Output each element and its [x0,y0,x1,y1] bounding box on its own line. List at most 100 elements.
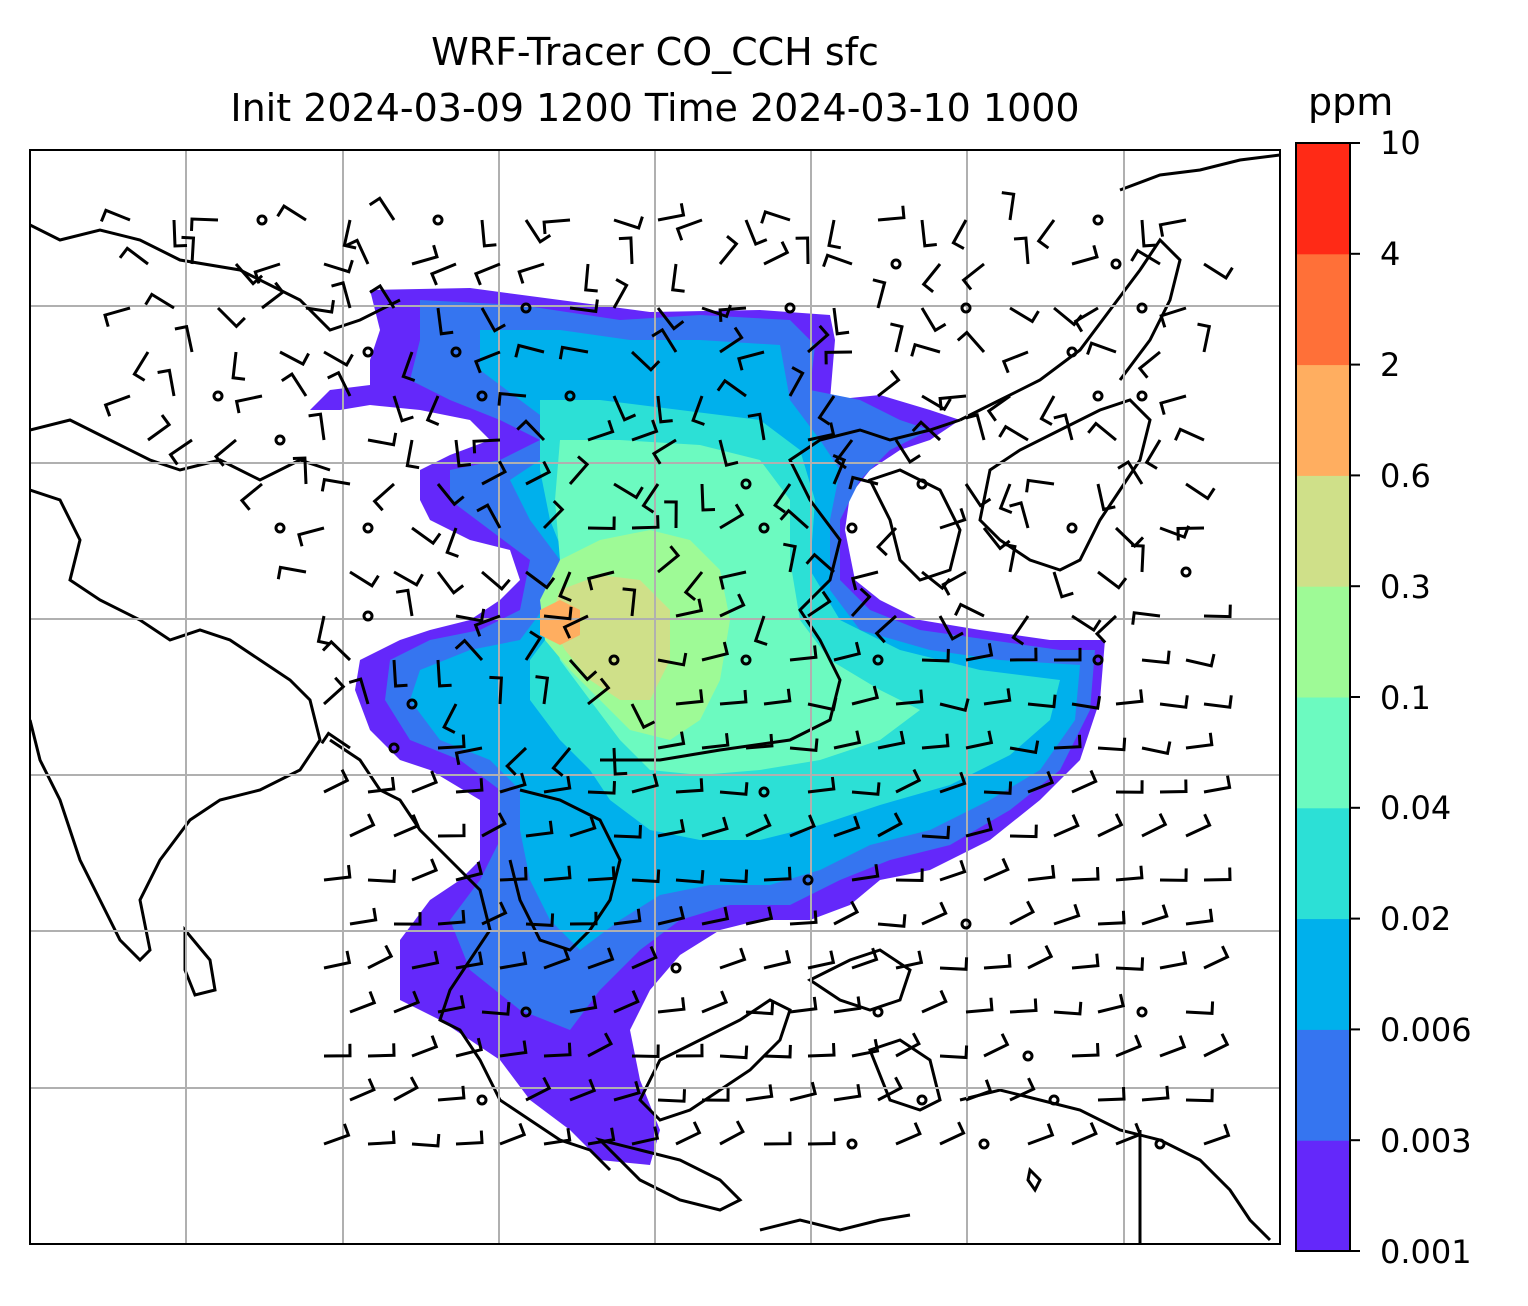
wind-barb [437,995,466,1014]
wind-barb [763,688,792,706]
colorbar-tick-label: 0.001 [1380,1233,1472,1271]
calm-wind-marker [1180,566,1192,578]
wind-barb [719,1045,749,1060]
calm-wind-marker [362,346,374,358]
wind-barb [405,439,420,470]
colorbar-tick-label: 0.3 [1380,568,1431,606]
wind-barb [543,606,573,621]
map-subtitle: Init 2024-03-09 1200 Time 2024-03-10 100… [230,86,1080,130]
wind-barb [613,908,642,926]
wind-barb [331,281,352,309]
wind-barb [1115,1122,1143,1146]
wind-barb [1159,951,1188,970]
calm-wind-marker [274,522,286,534]
wind-barb [1115,1034,1143,1058]
wind-barb [807,590,832,618]
calm-wind-marker [388,742,400,754]
wind-barb [147,414,172,442]
wind-barb [392,395,414,423]
wind-barb [253,262,281,284]
calm-wind-marker [476,390,488,402]
wind-barb [568,455,590,485]
wind-barb [455,778,484,794]
wind-barb [1185,653,1216,668]
colorbar-segment [1296,253,1350,366]
wind-barb [719,503,745,530]
wind-barb [1071,867,1100,882]
wind-barb [877,730,906,750]
wind-barb [877,1076,904,1102]
wind-barb [543,775,572,794]
wind-barb [499,772,527,794]
wind-barb [587,781,616,795]
wind-barb [789,910,818,926]
wind-barb [833,1083,862,1102]
wind-barb [613,1080,641,1102]
wind-barb [516,419,546,442]
wind-barb [613,482,644,500]
wind-barb [701,1088,730,1102]
wind-barb [587,947,615,970]
wind-barb [939,698,970,713]
wind-barb [411,1035,439,1058]
wind-barb [320,731,351,750]
wind-barb [473,614,501,637]
wind-barb [760,210,791,224]
map-frame [29,149,1281,1245]
wind-barb [1185,732,1214,750]
wind-barb [437,1085,466,1102]
wind-barb [103,306,131,328]
calm-wind-marker [476,1094,488,1106]
wind-barb [437,734,466,750]
wind-barb [788,366,805,397]
wind-barb [1185,482,1216,501]
wind-barb [525,820,554,838]
wind-barb [718,439,739,468]
wind-barb [1097,910,1126,926]
calm-wind-marker [1022,1050,1034,1062]
wind-barb [1097,737,1127,752]
wind-barb [369,283,396,309]
wind-barb [1009,647,1038,662]
wind-barb [763,241,790,266]
colorbar-segment [1296,807,1350,920]
wind-barb [499,951,528,970]
wind-barb [505,746,528,776]
calm-wind-marker [520,302,532,314]
wind-barb [1141,741,1172,756]
wind-barb [983,781,1013,795]
wind-barb [675,598,704,618]
wind-barb [641,483,660,514]
colorbar-segment [1296,697,1350,809]
wind-barb [429,262,457,286]
concentration-field [310,288,1105,1165]
wind-barb [525,570,556,590]
wind-barb [473,262,501,286]
wind-barb [569,995,598,1014]
wind-barb [349,907,378,926]
wind-barb [1013,236,1030,265]
wind-barb [349,570,380,588]
wind-barb [939,859,967,882]
wind-barb [964,483,992,508]
calm-wind-marker [784,302,796,314]
gridlines [30,150,1280,1244]
wind-barb [213,438,237,467]
wind-barb [172,219,188,248]
wind-barb [499,1040,528,1058]
wind-barb [524,630,543,661]
wind-barb [833,641,862,662]
wind-barb [181,235,196,265]
wind-barbs [100,191,1234,1150]
wind-barb [631,419,659,442]
wind-barb [656,307,685,331]
wind-barb [1071,614,1102,633]
wind-barb [587,516,616,531]
wind-barb [476,503,502,529]
wind-barb [1185,1001,1215,1015]
wind-barb [657,203,686,222]
wind-barb [833,996,862,1014]
wind-barb [1009,306,1040,324]
wind-barb [323,1043,352,1058]
wind-barb [851,947,879,970]
